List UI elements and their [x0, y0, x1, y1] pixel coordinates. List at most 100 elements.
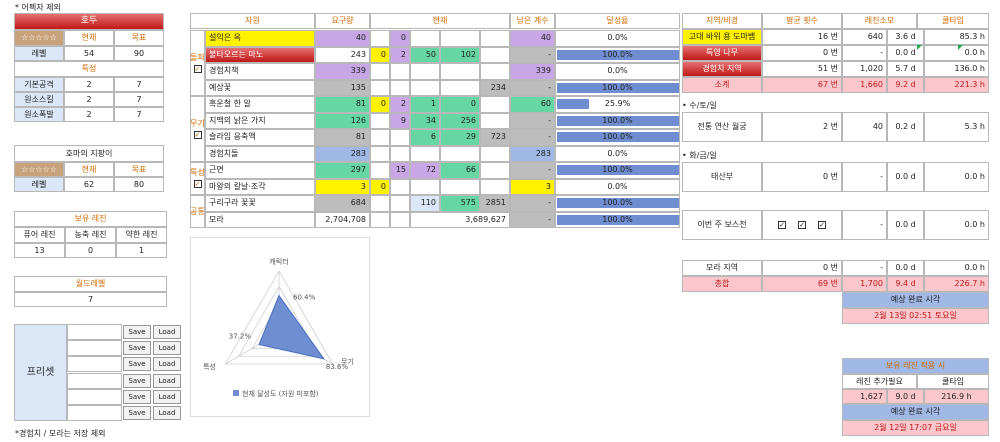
current-value[interactable]: 2851: [480, 195, 510, 212]
preset-input[interactable]: [67, 324, 122, 340]
preset-input[interactable]: [67, 356, 122, 373]
current-value[interactable]: [480, 145, 510, 162]
current-value[interactable]: [370, 162, 390, 179]
level-target[interactable]: 90: [114, 46, 164, 61]
current-value[interactable]: [370, 145, 390, 162]
remain-value: -: [510, 79, 555, 96]
save-button[interactable]: Save: [123, 357, 151, 372]
current-value[interactable]: [390, 145, 410, 162]
current-value[interactable]: [480, 178, 510, 195]
current-value[interactable]: [480, 96, 510, 113]
weapon-level-current[interactable]: 62: [64, 177, 114, 192]
current-value[interactable]: [410, 178, 440, 195]
preset-input[interactable]: [67, 340, 122, 357]
load-button[interactable]: Load: [153, 357, 181, 372]
current-value[interactable]: 50: [410, 46, 440, 63]
weapon-level-target[interactable]: 80: [114, 177, 164, 192]
current-value[interactable]: [440, 79, 480, 96]
current-value[interactable]: 234: [480, 79, 510, 96]
save-button[interactable]: Save: [123, 341, 151, 356]
current-value[interactable]: [390, 129, 410, 146]
current-value[interactable]: 2: [390, 96, 410, 113]
current-value[interactable]: [390, 63, 410, 80]
current-value[interactable]: [390, 211, 410, 228]
current-value[interactable]: 256: [440, 112, 480, 129]
group-checkbox[interactable]: ✓: [193, 64, 202, 73]
current-value[interactable]: 0: [370, 96, 390, 113]
current-value[interactable]: 29: [440, 129, 480, 146]
current-value[interactable]: [390, 178, 410, 195]
resin-cost: 640: [842, 29, 887, 45]
level-current[interactable]: 54: [64, 46, 114, 61]
load-button[interactable]: Load: [153, 373, 181, 388]
load-button[interactable]: Load: [153, 389, 181, 404]
rate-cell: 0.0%: [555, 145, 680, 162]
talent-target[interactable]: 7: [114, 77, 164, 92]
current-value[interactable]: 15: [390, 162, 410, 179]
talent-current[interactable]: 2: [64, 77, 114, 92]
current-value[interactable]: [440, 178, 480, 195]
talent-current[interactable]: 2: [64, 107, 114, 122]
boss-checkbox[interactable]: ✓: [818, 221, 826, 229]
preset-input[interactable]: [67, 388, 122, 405]
resin-condensed[interactable]: 0: [65, 243, 116, 258]
preset-input[interactable]: [67, 372, 122, 389]
world-level[interactable]: 7: [14, 292, 167, 307]
load-button[interactable]: Load: [153, 325, 181, 339]
current-value[interactable]: 0: [370, 46, 390, 63]
group-checkbox[interactable]: ✓: [193, 130, 202, 139]
current-value[interactable]: 9: [390, 112, 410, 129]
talent-target[interactable]: 7: [114, 107, 164, 122]
preset-input[interactable]: [67, 405, 122, 421]
resin-pure[interactable]: 13: [14, 243, 65, 258]
talent-current[interactable]: 2: [64, 92, 114, 107]
current-value[interactable]: [440, 145, 480, 162]
group-checkbox[interactable]: ✓: [193, 180, 202, 188]
save-button[interactable]: Save: [123, 373, 151, 388]
current-value[interactable]: [370, 112, 390, 129]
current-value[interactable]: 102: [440, 46, 480, 63]
current-value[interactable]: 6: [410, 129, 440, 146]
current-value[interactable]: 66: [440, 162, 480, 179]
current-value[interactable]: [370, 195, 390, 212]
current-value[interactable]: [480, 46, 510, 63]
current-value[interactable]: 2: [390, 46, 410, 63]
boss-checkbox[interactable]: ✓: [778, 221, 786, 229]
load-button[interactable]: Load: [153, 341, 181, 356]
current-value[interactable]: 0: [440, 96, 480, 113]
current-value[interactable]: [410, 145, 440, 162]
current-value[interactable]: [480, 162, 510, 179]
current-value[interactable]: 34: [410, 112, 440, 129]
current-value[interactable]: [370, 79, 390, 96]
current-value[interactable]: [370, 63, 390, 80]
current-value[interactable]: [390, 195, 410, 212]
current-value[interactable]: 110: [410, 195, 440, 212]
boss-checkbox[interactable]: ✓: [798, 221, 806, 229]
current-value[interactable]: [440, 63, 480, 80]
current-value[interactable]: 3,689,627: [410, 211, 510, 228]
current-value[interactable]: [480, 112, 510, 129]
current-value[interactable]: 0: [370, 178, 390, 195]
current-value[interactable]: 1: [410, 96, 440, 113]
current-value[interactable]: [390, 79, 410, 96]
current-value[interactable]: [480, 30, 510, 47]
save-button[interactable]: Save: [123, 406, 151, 420]
current-value[interactable]: [370, 211, 390, 228]
current-value[interactable]: [370, 129, 390, 146]
save-button[interactable]: Save: [123, 325, 151, 339]
current-value[interactable]: [370, 30, 390, 47]
current-value[interactable]: [410, 63, 440, 80]
talent-target[interactable]: 7: [114, 92, 164, 107]
current-value[interactable]: 72: [410, 162, 440, 179]
current-value[interactable]: [480, 63, 510, 80]
avg-count: 51 번: [762, 61, 842, 77]
current-value[interactable]: 575: [440, 195, 480, 212]
current-value[interactable]: [440, 30, 480, 47]
save-button[interactable]: Save: [123, 389, 151, 404]
current-value[interactable]: 0: [390, 30, 410, 47]
current-value[interactable]: [410, 79, 440, 96]
load-button[interactable]: Load: [153, 406, 181, 420]
current-value[interactable]: [410, 30, 440, 47]
current-value[interactable]: 723: [480, 129, 510, 146]
resin-weak[interactable]: 1: [116, 243, 167, 258]
